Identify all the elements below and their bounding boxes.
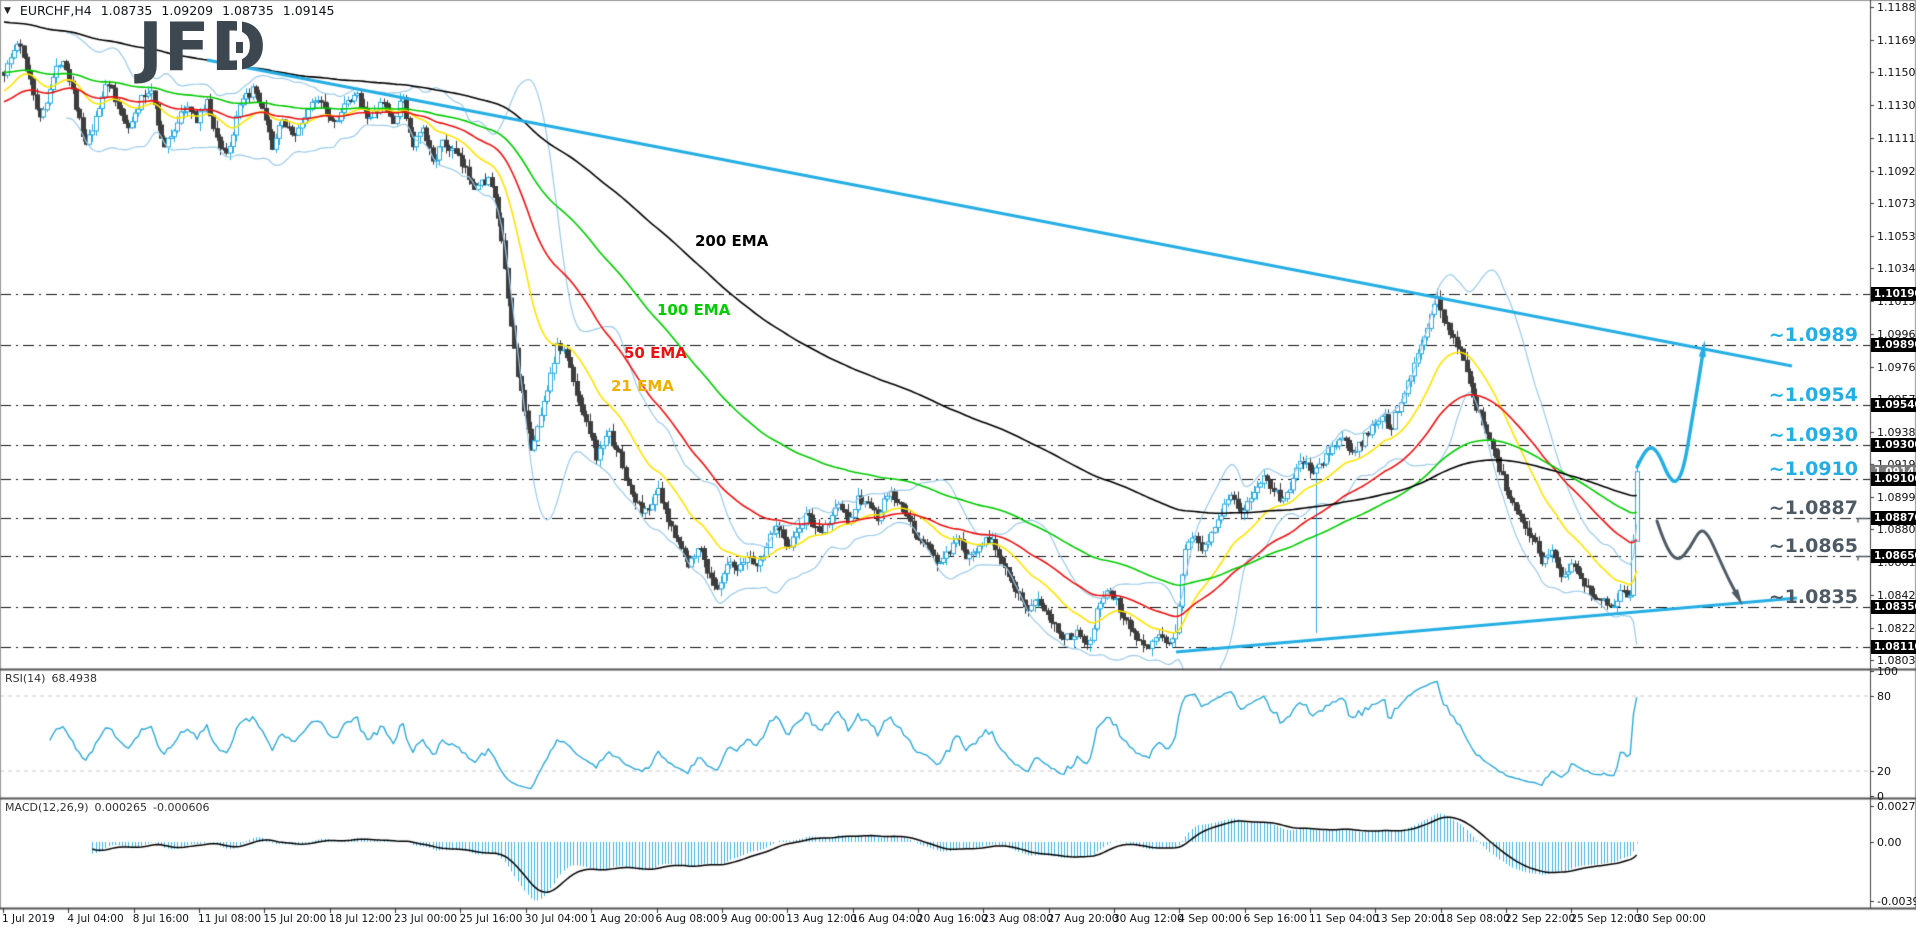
price-level-tag: 1.08110 (1871, 640, 1916, 655)
symbol-dropdown-icon[interactable]: ▼ (4, 5, 11, 16)
price-tick-label: 1.09765 (1877, 360, 1916, 374)
date-label: 13 Aug 12:00 (786, 913, 857, 925)
date-label: 16 Aug 04:00 (851, 913, 923, 925)
price-tick-label: 1.08225 (1877, 621, 1916, 635)
date-label: 15 Jul 20:00 (263, 913, 327, 925)
rsi-axis-label: 80 (1877, 690, 1891, 703)
ohlc-open: 1.08735 (100, 3, 153, 18)
ohlc-low: 1.08735 (222, 3, 274, 18)
price-tick-label: 1.08420 (1877, 588, 1916, 602)
price-tick-label: 1.10730 (1877, 196, 1916, 210)
macd-main-value: 0.000265 (94, 801, 148, 814)
ohlc-close: 1.09145 (282, 3, 335, 18)
price-level-tag: 1.09890 (1871, 338, 1916, 353)
price-tick-label: 1.09380 (1877, 425, 1916, 439)
price-tick-label: 1.11690 (1877, 34, 1916, 48)
date-label: 18 Sep 08:00 (1439, 913, 1510, 925)
price-level-tag: 1.08870 (1871, 511, 1916, 526)
price-level-tag: 1.08650 (1871, 548, 1916, 563)
ema-label: 21 EMA (611, 377, 674, 395)
level-label: ~1.0930 (1768, 424, 1858, 447)
price-tick-label: 1.08805 (1877, 523, 1916, 537)
level-label: ~1.0865 (1768, 534, 1858, 557)
rsi-value: 68.4938 (51, 672, 97, 685)
macd-indicator-label: MACD(12,26,9) 0.000265 -0.000606 (5, 801, 210, 814)
level-label: ~1.0910 (1768, 458, 1858, 481)
date-label: 1 Aug 20:00 (590, 913, 655, 925)
level-label: ~1.0989 (1768, 324, 1858, 347)
date-label: 30 Aug 12:00 (1112, 913, 1184, 925)
date-label: 30 Sep 00:00 (1635, 913, 1706, 925)
price-tick-label: 1.10345 (1877, 262, 1916, 276)
rsi-axis-label: 20 (1877, 765, 1891, 778)
date-label: 9 Aug 00:00 (720, 913, 785, 925)
rsi-name: RSI(14) (5, 672, 46, 685)
jfd-watermark-text: JFD (138, 8, 268, 86)
date-label: 4 Jul 04:00 (67, 913, 124, 925)
rsi-axis-label: 0 (1877, 790, 1884, 803)
ema-label: 100 EMA (657, 301, 731, 319)
date-label: 22 Sep 22:00 (1505, 913, 1576, 925)
price-tick-label: 1.09960 (1877, 327, 1916, 341)
price-level-tag: 1.09540 (1871, 397, 1916, 412)
price-level-tag: 1.09300 (1871, 438, 1916, 453)
date-label: 13 Sep 20:00 (1374, 913, 1445, 925)
price-tick-label: 1.11305 (1877, 99, 1916, 113)
date-label: 23 Jul 00:00 (394, 913, 458, 925)
level-label: ~1.0835 (1768, 585, 1858, 608)
date-label: 11 Jul 08:00 (198, 913, 262, 925)
price-level-tag: 1.09100 (1871, 472, 1916, 487)
price-level-tag: 1.08350 (1871, 599, 1916, 614)
date-label: 8 Jul 16:00 (132, 913, 189, 925)
date-label: 25 Jul 16:00 (459, 913, 523, 925)
price-tick-label: 1.11885 (1877, 1, 1916, 14)
jfd-logo-knob (236, 42, 244, 53)
symbol-name: EURCHF,H4 (19, 3, 92, 18)
macd-axis-label: -0.003948 (1877, 895, 1916, 908)
price-tick-label: 1.11500 (1877, 66, 1916, 80)
price-level-tag: 1.10190 (1871, 287, 1916, 302)
date-label: 6 Sep 16:00 (1243, 913, 1308, 925)
date-label: 18 Jul 12:00 (328, 913, 392, 925)
ohlc-high: 1.09209 (161, 3, 214, 18)
rsi-indicator-label: RSI(14) 68.4938 (5, 672, 97, 685)
ema-label: 50 EMA (624, 344, 687, 362)
date-label: 30 Jul 04:00 (524, 913, 588, 925)
date-label: 25 Sep 12:00 (1570, 913, 1641, 925)
price-tick-label: 1.08035 (1877, 654, 1916, 667)
macd-axis-label: 0.00275 (1877, 800, 1916, 813)
price-tick-label: 1.08995 (1877, 491, 1916, 505)
date-label: 6 Aug 08:00 (655, 913, 720, 925)
symbol-info-bar: ▼ EURCHF,H4 1.08735 1.09209 1.08735 1.09… (4, 3, 335, 18)
macd-name: MACD(12,26,9) (5, 801, 89, 814)
date-label: 11 Sep 04:00 (1309, 913, 1380, 925)
price-tick-label: 1.11115 (1877, 131, 1916, 145)
price-tick-label: 1.10920 (1877, 164, 1916, 178)
jfd-watermark-logo: JFD (138, 14, 267, 81)
macd-signal-value: -0.000606 (153, 801, 210, 814)
level-label: ~1.0887 (1768, 497, 1858, 520)
date-label: 4 Sep 00:00 (1178, 913, 1242, 925)
rsi-axis-label: 100 (1877, 665, 1898, 678)
ema-label: 200 EMA (695, 232, 769, 250)
macd-axis-label: 0.00 (1877, 836, 1902, 849)
date-label: 27 Aug 20:00 (1047, 913, 1119, 925)
level-label: ~1.0954 (1768, 383, 1858, 406)
date-label: 20 Aug 16:00 (916, 913, 988, 925)
date-label: 23 Aug 08:00 (982, 913, 1054, 925)
price-tick-label: 1.10535 (1877, 229, 1916, 243)
date-label: 1 Jul 2019 (2, 913, 55, 925)
